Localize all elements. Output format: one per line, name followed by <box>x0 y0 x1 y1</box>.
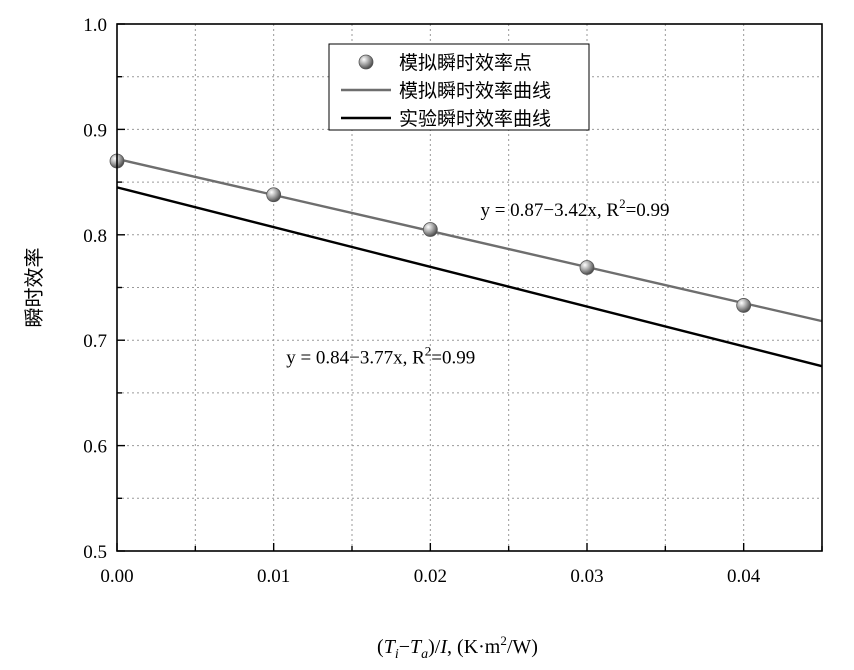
x-axis-label-part: ( <box>377 636 384 658</box>
data-point <box>736 298 752 313</box>
axis-ticks: 0.00 0.01 0.02 0.03 0.04 0.5 0.6 0.7 0.8 0.9 1.0 <box>83 15 823 587</box>
y-tick-label: 0.5 <box>83 542 107 563</box>
x-axis-label-part: T <box>410 636 423 658</box>
annotations: y = 0.87−3.42x, R2=0.99 y = 0.84−3.77x, R… <box>286 196 669 369</box>
plot-series <box>109 153 823 368</box>
series-line <box>116 186 823 368</box>
x-axis-label-part: 2 <box>500 633 507 648</box>
y-axis-label: 瞬时效率 <box>23 248 46 328</box>
x-tick-label: 0.02 <box>414 566 447 587</box>
x-axis-label-part: i <box>395 647 399 662</box>
y-tick-label: 0.6 <box>83 437 107 458</box>
legend-label: 实验瞬时效率曲线 <box>399 108 551 130</box>
x-tick-label: 0.01 <box>257 566 290 587</box>
y-tick-label: 0.8 <box>83 226 107 247</box>
x-tick-label: 0.03 <box>570 566 603 587</box>
regression-equation: y = 0.84−3.77x, R2=0.99 <box>286 343 475 368</box>
x-axis-label: (Ti−Ta)/I, (K·m2/W) <box>377 633 538 662</box>
legend-label: 模拟瞬时效率点 <box>399 52 532 74</box>
x-axis-label-part: I <box>439 636 448 658</box>
y-tick-label: 0.9 <box>83 120 107 141</box>
x-tick-label: 0.04 <box>727 566 761 587</box>
data-point <box>579 260 595 275</box>
x-tick-label: 0.00 <box>100 566 133 587</box>
legend-marker-point <box>358 54 374 70</box>
data-point <box>266 187 282 203</box>
regression-equation: y = 0.87−3.42x, R2=0.99 <box>480 196 669 221</box>
x-axis-label-part: − <box>399 636 410 658</box>
x-axis-label-part: , (K·m <box>447 636 501 658</box>
y-tick-label: 0.7 <box>83 331 107 352</box>
legend-label: 模拟瞬时效率曲线 <box>399 80 551 102</box>
y-tick-label: 1.0 <box>83 15 107 36</box>
series-line <box>116 157 823 323</box>
data-point <box>422 222 438 237</box>
x-axis-label-part: )/ <box>428 636 441 658</box>
x-axis-label-part: a <box>421 647 428 662</box>
x-axis-label-part: T <box>384 636 397 658</box>
x-axis-label-part: /W) <box>507 636 538 658</box>
